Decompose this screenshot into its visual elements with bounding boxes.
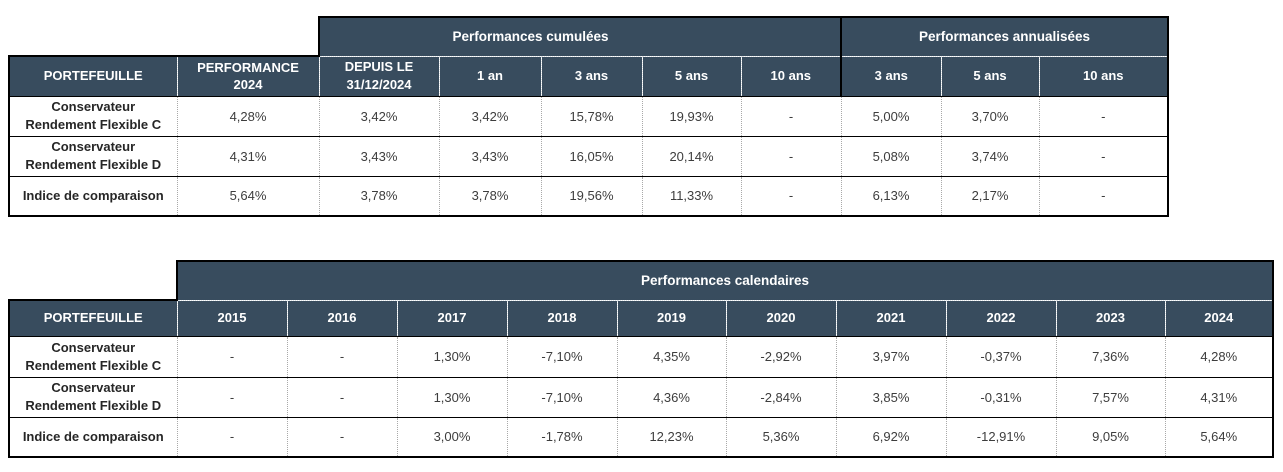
calendar-value: 3,97% [835, 336, 946, 378]
calendar-value: - [286, 336, 397, 378]
cumulative-value: 16,05% [540, 136, 642, 177]
calendar-value: 1,30% [396, 377, 507, 418]
calendar-value: 7,57% [1055, 377, 1165, 418]
period-header-3ans: 3 ans [540, 56, 642, 97]
year-header-2022: 2022 [945, 300, 1056, 337]
annualized-value: - [1038, 176, 1170, 217]
period-header-5ans: 5 ans [641, 56, 742, 97]
calendar-value: -2,84% [725, 377, 836, 418]
calendar-value: - [176, 417, 287, 458]
spacer-cell [9, 17, 319, 56]
annualized-value: 5,00% [840, 96, 942, 137]
column-header-portfolio: PORTEFEUILLE [8, 55, 177, 97]
year-header-2015: 2015 [176, 300, 287, 337]
year-header-2017: 2017 [396, 300, 507, 337]
cumulative-value: 19,93% [641, 96, 742, 137]
annualized-value: - [1038, 96, 1170, 137]
annualized-value: 5,08% [840, 136, 942, 177]
row-label: Indice de comparaison [8, 417, 177, 458]
annualized-value: 3,74% [940, 136, 1040, 177]
calendar-value: -1,78% [506, 417, 617, 458]
spacer-cell [9, 261, 177, 300]
group-header-annualized: Performances annualisées [840, 16, 1170, 57]
row-label: Indice de comparaison [8, 176, 177, 217]
calendar-value: -2,92% [725, 336, 836, 378]
calendar-value: 3,85% [835, 377, 946, 418]
cumulative-value: - [740, 96, 842, 137]
cumulative-value: 3,42% [438, 96, 541, 137]
row-label: Conservateur Rendement Flexible D [8, 377, 177, 418]
year-header-2018: 2018 [506, 300, 617, 337]
year-header-2024: 2024 [1164, 300, 1275, 337]
calendar-value: - [286, 377, 397, 418]
row-label: Conservateur Rendement Flexible D [8, 136, 177, 177]
cumulative-value: 3,43% [438, 136, 541, 177]
cumulative-value: 3,78% [438, 176, 541, 217]
calendar-value: - [176, 336, 287, 378]
annualized-value: 3,70% [940, 96, 1040, 137]
perf-2024-value: 4,31% [176, 136, 319, 177]
since-value: 3,78% [318, 176, 439, 217]
year-header-2019: 2019 [616, 300, 726, 337]
period-header-annualized-5ans: 5 ans [940, 56, 1040, 97]
column-header-performance-2024: PERFORMANCE 2024 [176, 55, 319, 97]
column-header-since: DEPUIS LE 31/12/2024 [318, 56, 439, 97]
year-header-2021: 2021 [835, 300, 946, 337]
annualized-value: 2,17% [940, 176, 1040, 217]
year-header-2016: 2016 [286, 300, 397, 337]
calendar-value: 5,64% [1164, 417, 1275, 458]
annualized-value: 6,13% [840, 176, 942, 217]
since-value: 3,42% [318, 96, 439, 137]
calendar-value: -12,91% [945, 417, 1056, 458]
calendar-value: - [286, 417, 397, 458]
perf-2024-value: 5,64% [176, 176, 319, 217]
calendar-value: 4,35% [616, 336, 726, 378]
cumulative-performance-table: Performances cumulées Performances annua… [8, 16, 1170, 217]
calendar-value: 7,36% [1055, 336, 1165, 378]
calendar-value: 4,31% [1164, 377, 1275, 418]
year-header-2023: 2023 [1055, 300, 1165, 337]
year-header-2020: 2020 [725, 300, 836, 337]
row-label: Conservateur Rendement Flexible C [8, 96, 177, 137]
calendar-value: 4,36% [616, 377, 726, 418]
cumulative-value: - [740, 176, 842, 217]
group-header-calendar: Performances calendaires [175, 260, 1275, 301]
row-label: Conservateur Rendement Flexible C [8, 336, 177, 378]
cumulative-value: 11,33% [641, 176, 742, 217]
since-value: 3,43% [318, 136, 439, 177]
cumulative-value: 20,14% [641, 136, 742, 177]
column-header-portfolio: PORTEFEUILLE [8, 299, 177, 337]
perf-2024-value: 4,28% [176, 96, 319, 137]
period-header-annualized-10ans: 10 ans [1038, 56, 1170, 97]
period-header-10ans: 10 ans [740, 56, 842, 97]
calendar-value: 3,00% [396, 417, 507, 458]
cumulative-value: - [740, 136, 842, 177]
calendar-value: - [176, 377, 287, 418]
calendar-value: -0,37% [945, 336, 1056, 378]
group-header-cumulative-extension [741, 16, 842, 57]
period-header-1an: 1 an [438, 56, 541, 97]
cumulative-value: 15,78% [540, 96, 642, 137]
calendar-value: -7,10% [506, 377, 617, 418]
calendar-value: 1,30% [396, 336, 507, 378]
calendar-value: -0,31% [945, 377, 1056, 418]
calendar-value: -7,10% [506, 336, 617, 378]
cumulative-value: 19,56% [540, 176, 642, 217]
calendar-value: 9,05% [1055, 417, 1165, 458]
period-header-annualized-3ans: 3 ans [840, 56, 942, 97]
calendar-value: 5,36% [725, 417, 836, 458]
calendar-value: 4,28% [1164, 336, 1275, 378]
calendar-performance-table: Performances calendaires PORTEFEUILLE 20… [8, 260, 1275, 458]
calendar-value: 6,92% [835, 417, 946, 458]
annualized-value: - [1038, 136, 1170, 177]
group-header-cumulative: Performances cumulées [317, 16, 742, 57]
calendar-value: 12,23% [616, 417, 726, 458]
